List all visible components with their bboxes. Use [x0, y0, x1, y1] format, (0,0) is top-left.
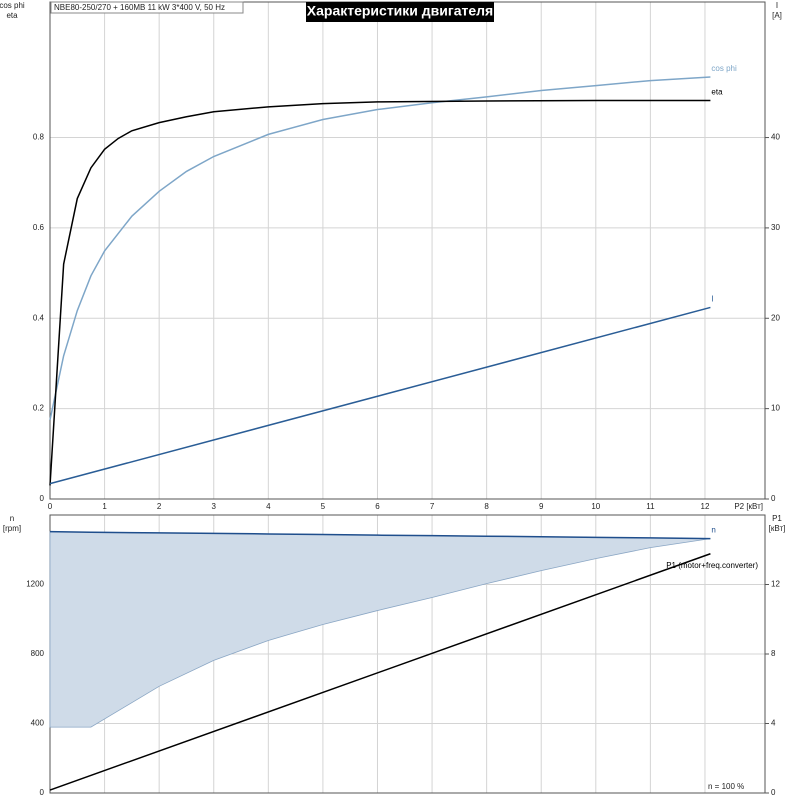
series-label: P1 (motor+freq.converter)	[666, 561, 758, 570]
y2-tick-label: 0	[771, 788, 776, 797]
y-tick-label: 800	[31, 649, 45, 658]
x-tick-label: 10	[591, 502, 600, 511]
plot-frame	[49, 1, 766, 500]
y-tick-label: 0.4	[33, 313, 45, 322]
x-tick-label: 3	[212, 502, 217, 511]
y2-tick-label: 0	[771, 494, 776, 503]
y2-tick-label: 4	[771, 719, 776, 728]
y2-tick-label: 30	[771, 223, 780, 232]
y-axis-label: n	[10, 514, 14, 523]
series-line	[49, 99, 711, 486]
y-tick-label: 0.6	[33, 223, 45, 232]
x-tick-label: 12	[701, 502, 710, 511]
x-tick-label: 1	[102, 502, 107, 511]
x-tick-label: 9	[539, 502, 544, 511]
series-line	[49, 306, 711, 485]
y-tick-label: 0	[40, 494, 45, 503]
y-axis-label: [rpm]	[3, 524, 21, 533]
series-label: cos phi	[711, 64, 737, 73]
y-tick-label: 1200	[26, 580, 44, 589]
y-tick-label: 0.8	[33, 133, 45, 142]
x-axis-label: P2 [кВт]	[734, 502, 763, 511]
x-tick-label: 11	[646, 502, 655, 511]
y2-axis-label: [кВт]	[769, 524, 786, 533]
series-label: n	[711, 526, 715, 535]
y-tick-label: 0	[40, 788, 45, 797]
y2-tick-label: 10	[771, 404, 780, 413]
y2-axis-label: I	[776, 1, 778, 10]
y2-tick-label: 12	[771, 580, 780, 589]
info-box	[50, 1, 244, 14]
title: Характеристики двигателя	[307, 3, 493, 19]
series-line	[49, 76, 711, 421]
x-tick-label: 7	[430, 502, 435, 511]
x-tick-label: 6	[375, 502, 380, 511]
x-tick-label: 2	[157, 502, 162, 511]
y-axis-label: cos phi	[0, 1, 25, 10]
y2-axis-label: P1	[772, 514, 782, 523]
title-box	[306, 2, 494, 22]
y2-tick-label: 8	[771, 649, 776, 658]
y2-tick-label: 40	[771, 133, 780, 142]
y-tick-label: 0.2	[33, 404, 45, 413]
x-tick-label: 4	[266, 502, 271, 511]
y2-tick-label: 20	[771, 313, 780, 322]
y-tick-label: 400	[31, 719, 45, 728]
y2-axis-label: [A]	[772, 11, 782, 20]
y-axis-label: eta	[6, 11, 18, 20]
annotation: n = 100 %	[708, 782, 744, 791]
series-label: I	[711, 295, 713, 304]
series-label: eta	[711, 88, 723, 97]
series-line	[49, 530, 711, 540]
x-tick-label: 0	[48, 502, 53, 511]
info: NBE80-250/270 + 160MB 11 kW 3*400 V, 50 …	[54, 3, 225, 12]
series-line	[49, 553, 711, 791]
band-area	[49, 531, 711, 728]
x-tick-label: 8	[484, 502, 489, 511]
x-tick-label: 5	[321, 502, 326, 511]
